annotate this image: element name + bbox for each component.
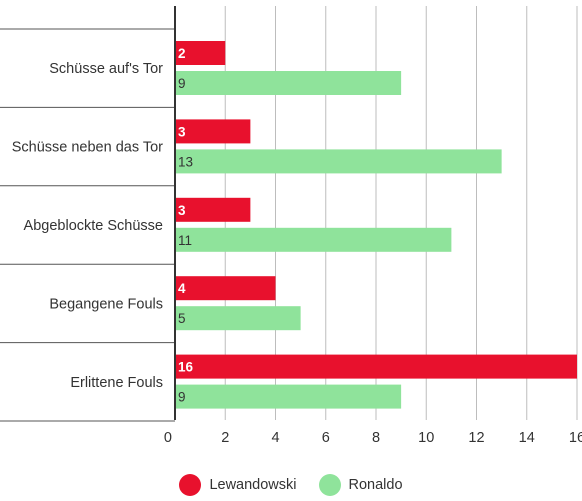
x-tick-label: 0 bbox=[164, 430, 172, 446]
x-tick-label: 8 bbox=[372, 430, 380, 446]
bar-ronaldo bbox=[175, 384, 402, 409]
legend-item-ronaldo: Ronaldo bbox=[318, 474, 403, 496]
x-tick-label: 10 bbox=[418, 430, 434, 446]
bar-ronaldo bbox=[175, 306, 301, 331]
legend-label-lewandowski: Lewandowski bbox=[209, 477, 297, 493]
category-label: Schüsse auf's Tor bbox=[49, 61, 163, 77]
data-label-ronaldo: 13 bbox=[178, 154, 193, 169]
legend-swatch-lewandowski bbox=[179, 474, 202, 496]
x-tick-label: 16 bbox=[569, 430, 582, 446]
data-label-lewandowski: 4 bbox=[178, 281, 186, 296]
data-label-lewandowski: 16 bbox=[178, 360, 194, 375]
category-label: Begangene Fouls bbox=[49, 296, 163, 312]
data-label-lewandowski: 3 bbox=[178, 124, 186, 139]
bar-ronaldo bbox=[175, 71, 402, 95]
bar-ronaldo bbox=[175, 227, 452, 252]
legend: Lewandowski Ronaldo bbox=[0, 470, 582, 500]
bar-ronaldo bbox=[175, 149, 502, 174]
legend-label-ronaldo: Ronaldo bbox=[348, 477, 403, 493]
x-tick-label: 14 bbox=[519, 430, 535, 446]
category-label: Abgeblockte Schüsse bbox=[24, 218, 163, 234]
data-label-lewandowski: 2 bbox=[178, 46, 186, 61]
x-tick-label: 2 bbox=[221, 430, 229, 446]
category-label: Schüsse neben das Tor bbox=[12, 140, 163, 156]
data-label-ronaldo: 11 bbox=[178, 233, 192, 248]
bar-lewandowski bbox=[175, 41, 226, 65]
bar-chart: 2 9 Schüsse auf's Tor 3 13 Schüsse neben das … bbox=[0, 6, 582, 446]
data-label-ronaldo: 9 bbox=[178, 76, 186, 91]
data-label-ronaldo: 5 bbox=[178, 311, 186, 326]
x-tick-label: 4 bbox=[271, 430, 279, 446]
data-label-ronaldo: 9 bbox=[178, 390, 186, 405]
x-tick-label: 12 bbox=[468, 430, 484, 446]
bar-lewandowski bbox=[175, 197, 251, 222]
bar-lewandowski bbox=[175, 276, 276, 301]
legend-item-lewandowski: Lewandowski bbox=[179, 474, 297, 496]
bar-lewandowski bbox=[175, 119, 251, 144]
category-label: Erlittene Fouls bbox=[70, 375, 163, 391]
legend-swatch-ronaldo bbox=[318, 474, 341, 496]
data-label-lewandowski: 3 bbox=[178, 203, 186, 218]
x-tick-label: 6 bbox=[322, 430, 330, 446]
bar-lewandowski bbox=[175, 354, 577, 379]
